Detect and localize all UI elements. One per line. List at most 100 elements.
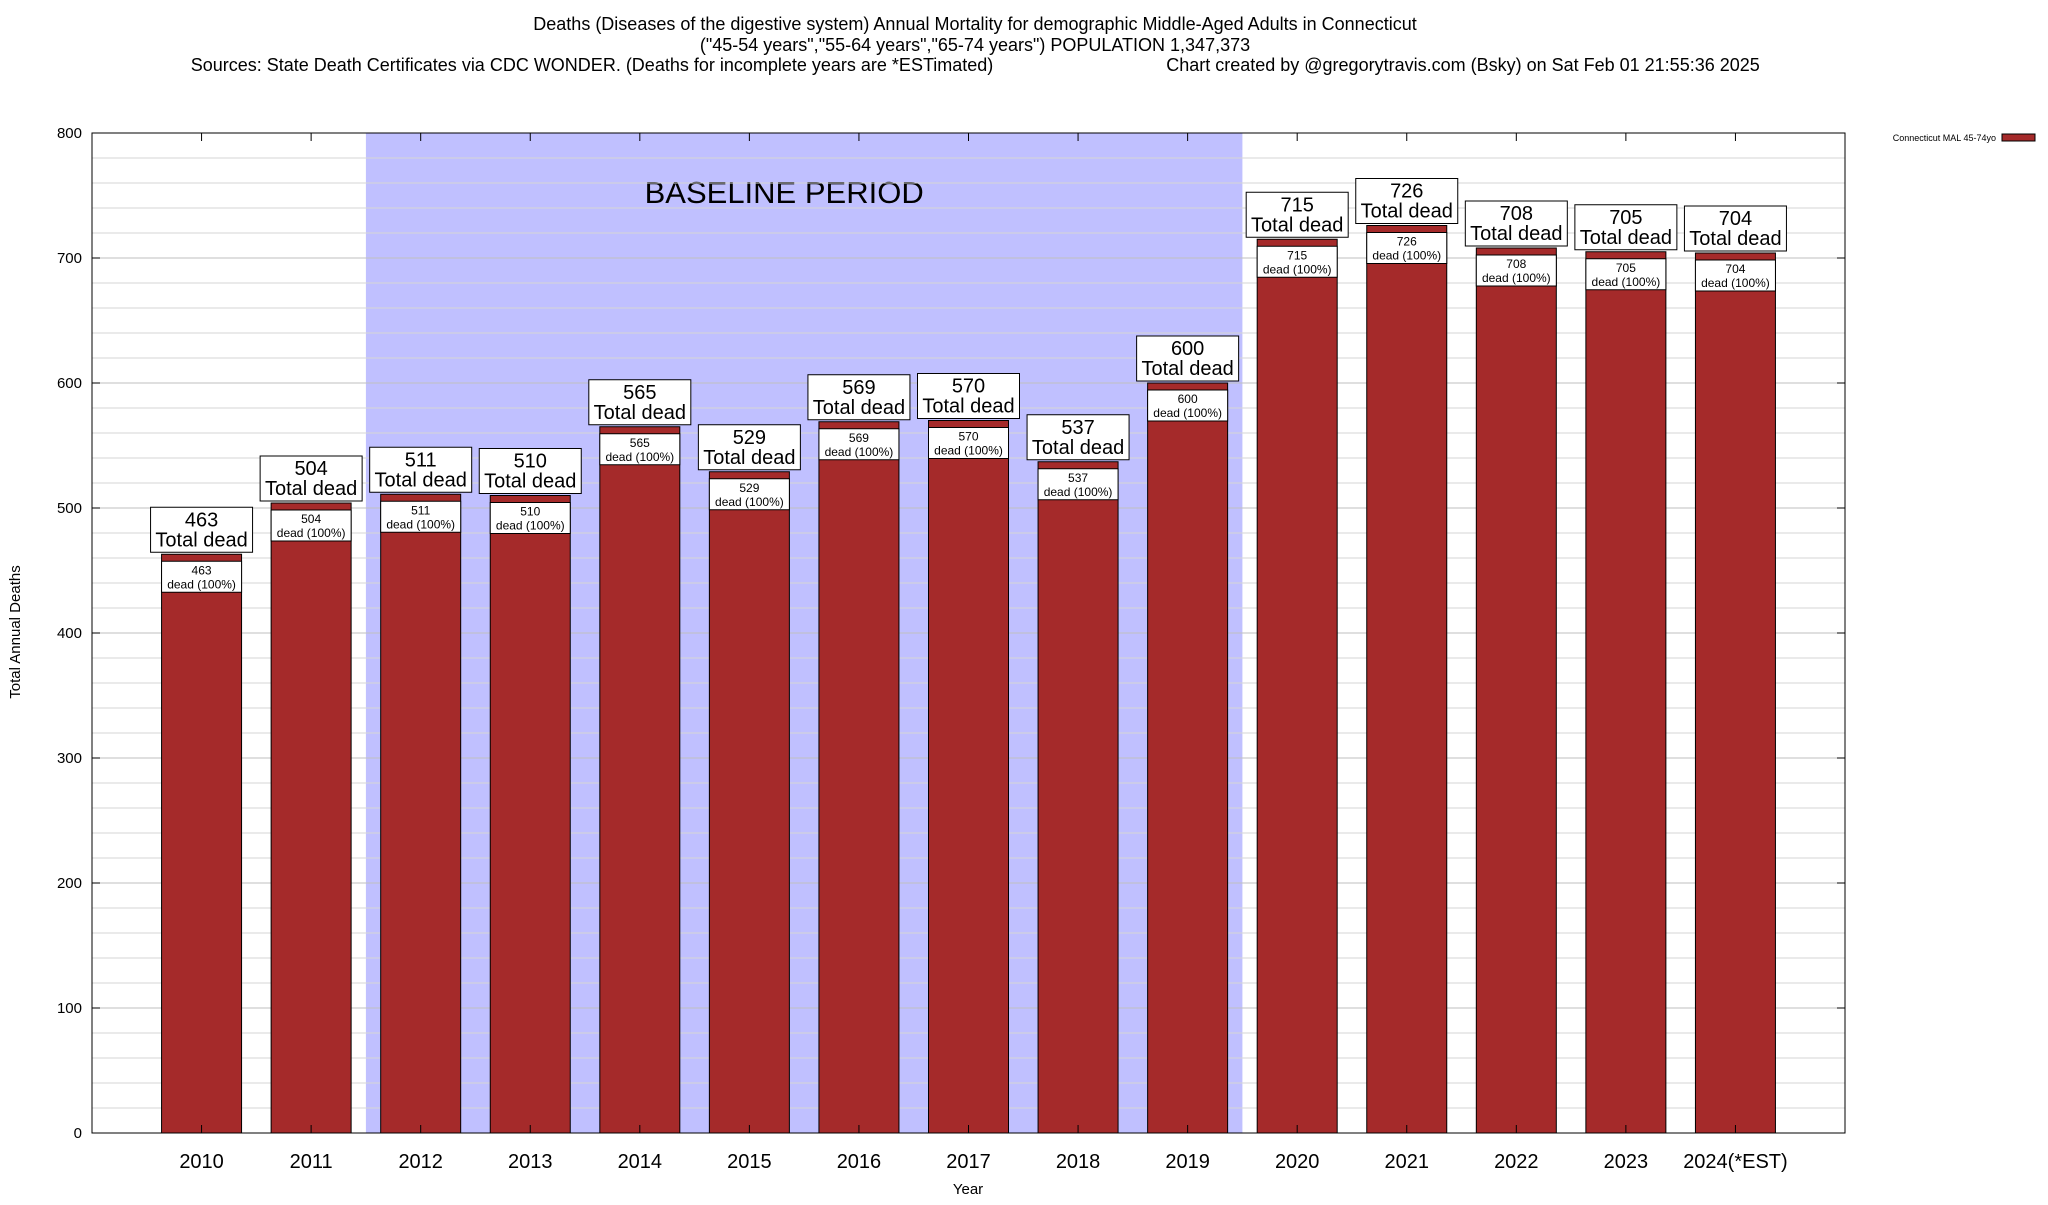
y-tick-label: 0: [74, 1125, 82, 1142]
total-label-text: Total dead: [703, 447, 795, 469]
inner-label-value: 715: [1287, 248, 1307, 262]
inner-label-value: 510: [520, 505, 540, 519]
inner-label-value: 537: [1068, 471, 1088, 485]
y-tick-label: 400: [57, 625, 82, 642]
total-label-box: [1136, 335, 1240, 382]
bar: [1037, 461, 1119, 1134]
bar: [928, 420, 1009, 1134]
inner-label-value: 463: [192, 563, 212, 577]
x-tick-label: 2022: [1494, 1151, 1539, 1173]
inner-label-value: 726: [1397, 235, 1417, 249]
inner-label-text: dead (100%): [1482, 271, 1551, 285]
total-label-value: 569: [842, 377, 875, 399]
total-label-text: Total dead: [375, 469, 467, 491]
total-label-box: [1464, 200, 1568, 247]
total-label-value: 510: [514, 451, 547, 473]
y-tick-label: 500: [57, 500, 82, 517]
inner-label-box: [1147, 389, 1229, 422]
x-tick-label: 2018: [1056, 1151, 1101, 1173]
inner-label-box: [1585, 258, 1667, 291]
inner-label-text: dead (100%): [1592, 275, 1661, 289]
inner-label-box: [489, 502, 571, 534]
total-label-value: 715: [1281, 194, 1314, 216]
total-label-value: 726: [1390, 181, 1423, 203]
inner-label-box: [1037, 468, 1119, 501]
total-label-text: Total dead: [1141, 358, 1233, 380]
x-tick-label: 2021: [1385, 1151, 1430, 1173]
chart-credit: Chart created by @gregorytravis.com (Bsk…: [1166, 55, 1760, 75]
inner-label-box: [380, 500, 462, 533]
inner-label-value: 529: [739, 481, 759, 495]
inner-label-value: 600: [1178, 392, 1198, 406]
total-label-text: Total dead: [1689, 228, 1781, 250]
inner-label-text: dead (100%): [1372, 249, 1441, 263]
total-label-value: 529: [733, 427, 766, 449]
inner-label-text: dead (100%): [1263, 262, 1332, 276]
bar: [708, 471, 790, 1134]
y-tick-label: 300: [57, 750, 82, 767]
inner-label-value: 705: [1616, 261, 1636, 275]
inner-label-text: dead (100%): [277, 526, 346, 540]
inner-label-text: dead (100%): [715, 495, 784, 509]
total-label-box: [807, 374, 911, 421]
y-tick-label: 800: [57, 125, 82, 142]
inner-label-value: 569: [849, 431, 869, 445]
inner-label-box: [708, 478, 790, 511]
inner-label-box: [818, 428, 900, 461]
x-tick-label: 2015: [727, 1151, 772, 1173]
x-tick-label: 2011: [290, 1151, 333, 1173]
x-tick-label: 2014: [618, 1151, 663, 1173]
bar: [818, 421, 900, 1134]
total-label-text: Total dead: [1580, 227, 1672, 249]
legend-label: Connecticut MAL 45-74yo: [1893, 133, 1996, 143]
total-label-box: [369, 446, 473, 493]
inner-label-box: [161, 560, 243, 593]
chart-title: Deaths (Diseases of the digestive system…: [533, 14, 1416, 34]
total-label-value: 708: [1500, 203, 1533, 225]
total-label-box: [1026, 414, 1130, 461]
total-label-value: 705: [1609, 207, 1642, 229]
bar: [599, 426, 681, 1134]
total-label-box: [588, 379, 692, 426]
x-tick-label: 2024(*EST): [1683, 1151, 1788, 1173]
inner-label-box: [1694, 259, 1776, 292]
total-label-value: 463: [185, 509, 218, 531]
bar: [270, 502, 352, 1134]
x-tick-label: 2023: [1604, 1151, 1649, 1173]
x-tick-label: 2012: [398, 1151, 443, 1173]
y-tick-label: 100: [57, 1000, 82, 1017]
total-label-value: 565: [623, 382, 656, 404]
inner-label-value: 570: [958, 430, 978, 444]
y-axis: 0 100 200 300 400 500 600 700 800: [57, 125, 1845, 1142]
total-label-box: [478, 448, 582, 494]
total-label-text: Total dead: [484, 471, 576, 493]
inner-label-value: 504: [301, 512, 321, 526]
baseline-label: BASELINE PERIOD: [645, 175, 924, 210]
x-tick-label: 2019: [1165, 1151, 1210, 1173]
inner-label-box: [928, 427, 1009, 459]
x-tick-label: 2013: [508, 1151, 553, 1173]
bar: [1366, 225, 1448, 1134]
inner-label-text: dead (100%): [1701, 276, 1770, 290]
y-tick-label: 700: [57, 250, 82, 267]
inner-label-value: 708: [1506, 257, 1526, 271]
inner-label-text: dead (100%): [605, 450, 674, 464]
inner-label-text: dead (100%): [167, 577, 236, 591]
total-label-box: [259, 455, 363, 502]
total-label-text: Total dead: [155, 529, 247, 551]
y-tick-label: 200: [57, 875, 82, 892]
total-label-box: [1683, 205, 1787, 252]
total-label-value: 511: [405, 449, 437, 471]
total-label-box: [1355, 178, 1459, 224]
inner-label-text: dead (100%): [825, 445, 894, 459]
total-label-text: Total dead: [265, 478, 357, 500]
x-tick-label: 2017: [946, 1151, 991, 1173]
x-tick-label: 2010: [179, 1151, 224, 1173]
total-label-box: [1245, 191, 1349, 238]
bars: [161, 225, 1776, 1134]
bar: [1585, 251, 1667, 1134]
total-label-value: 704: [1719, 208, 1752, 230]
inner-label-text: dead (100%): [1153, 406, 1222, 420]
total-label-value: 570: [952, 376, 985, 398]
